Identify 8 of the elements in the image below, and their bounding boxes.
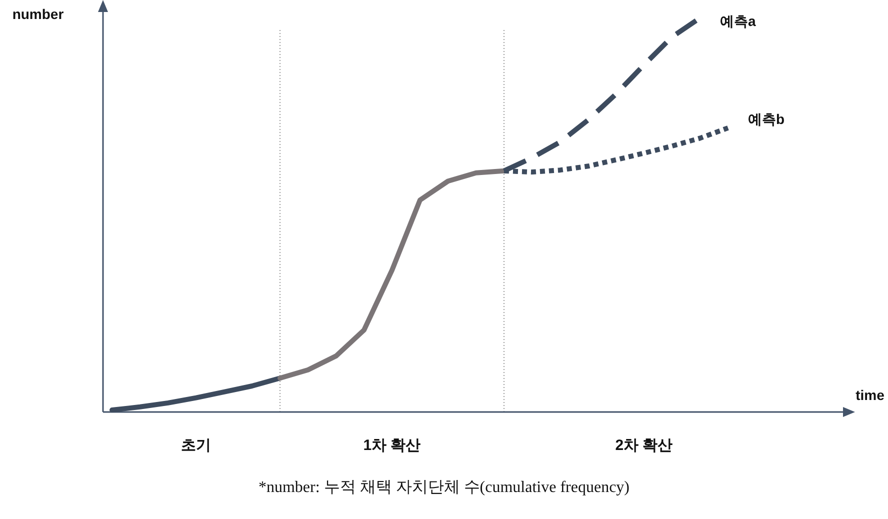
text: 2차 확산 [615,437,673,454]
text: *number: 누적 채택 자치단체 수(cumulative frequency) [258,479,630,496]
y-axis-title: number [12,6,64,22]
series-label: 예측a [720,13,756,29]
x-axis-title: time [856,387,885,403]
text: 초기 [181,437,211,454]
series-label: 예측b [748,110,785,127]
text: 1차 확산 [363,437,421,454]
